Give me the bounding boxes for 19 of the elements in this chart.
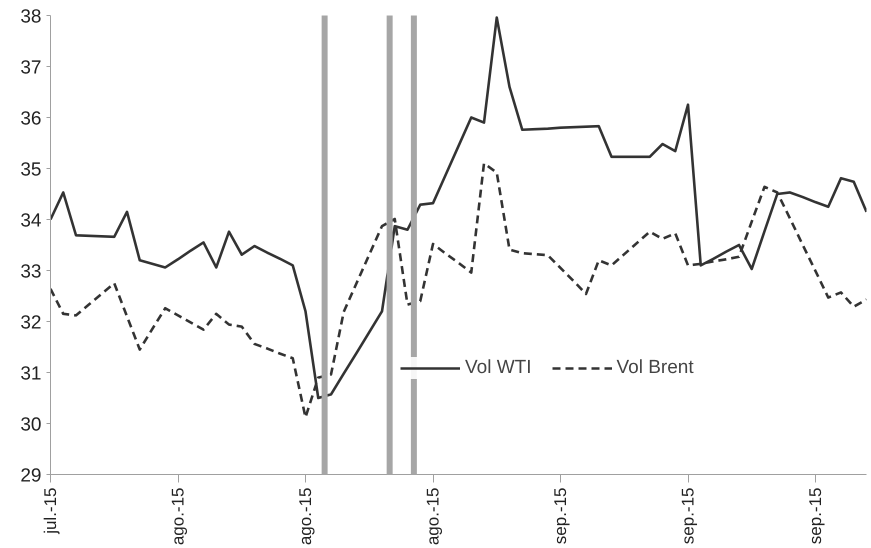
- legend-label: Vol WTI: [465, 357, 532, 379]
- x-tick-label: ago.-15: [424, 487, 442, 546]
- y-tick-label: 35: [20, 160, 42, 180]
- x-tick-label: sep.-15: [551, 488, 570, 544]
- y-tick-label: 36: [20, 108, 42, 130]
- y-tick-label: 33: [20, 262, 42, 282]
- x-tick-label: ago.-15: [168, 487, 188, 546]
- y-tick-label: 31: [20, 364, 42, 384]
- y-tick-label: 38: [20, 6, 42, 28]
- x-tick-label: jul.-15: [41, 487, 60, 535]
- y-tick-label: 37: [20, 58, 42, 78]
- y-tick-label: 30: [20, 414, 42, 436]
- x-tick-label: sep.-15: [678, 488, 698, 544]
- y-tick-label: 29: [20, 466, 42, 486]
- x-tick-label: sep.-15: [806, 488, 825, 544]
- x-tick-label: ago.-15: [296, 487, 315, 546]
- y-tick-label: 32: [20, 312, 42, 334]
- legend-label: Vol Brent: [616, 357, 694, 379]
- y-tick-label: 34: [20, 210, 42, 232]
